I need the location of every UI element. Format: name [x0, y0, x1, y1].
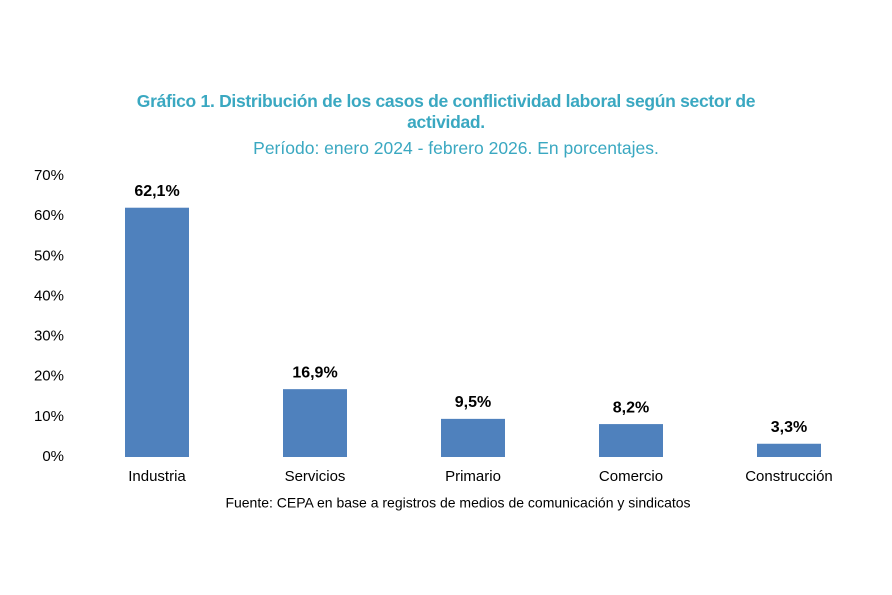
y-tick-label: 60% [34, 207, 64, 224]
value-label: 16,9% [292, 364, 337, 381]
y-tick-label: 30% [34, 328, 64, 345]
value-label: 3,3% [771, 419, 807, 436]
y-tick-label: 20% [34, 368, 64, 385]
x-tick-label: Primario [445, 468, 501, 485]
value-label: 62,1% [134, 183, 179, 200]
value-label: 8,2% [613, 399, 649, 416]
bar [757, 443, 821, 457]
x-tick-label: Industria [128, 468, 186, 485]
x-tick-label: Construcción [745, 468, 833, 485]
y-tick-label: 70% [34, 167, 64, 184]
y-tick-label: 10% [34, 408, 64, 425]
y-tick-label: 0% [42, 448, 64, 465]
source-note: Fuente: CEPA en base a registros de medi… [225, 495, 690, 511]
chart-title: Gráfico 1. Distribución de los casos de … [136, 91, 756, 132]
bar [283, 389, 347, 457]
y-tick-label: 40% [34, 287, 64, 304]
bar [125, 207, 189, 457]
chart-subtitle: Período: enero 2024 - febrero 2026. En p… [253, 138, 659, 158]
x-tick-label: Servicios [285, 468, 346, 485]
y-tick-label: 50% [34, 247, 64, 264]
value-label: 9,5% [455, 394, 491, 411]
bar [599, 424, 663, 457]
bar [441, 418, 505, 457]
x-tick-label: Comercio [599, 468, 663, 485]
